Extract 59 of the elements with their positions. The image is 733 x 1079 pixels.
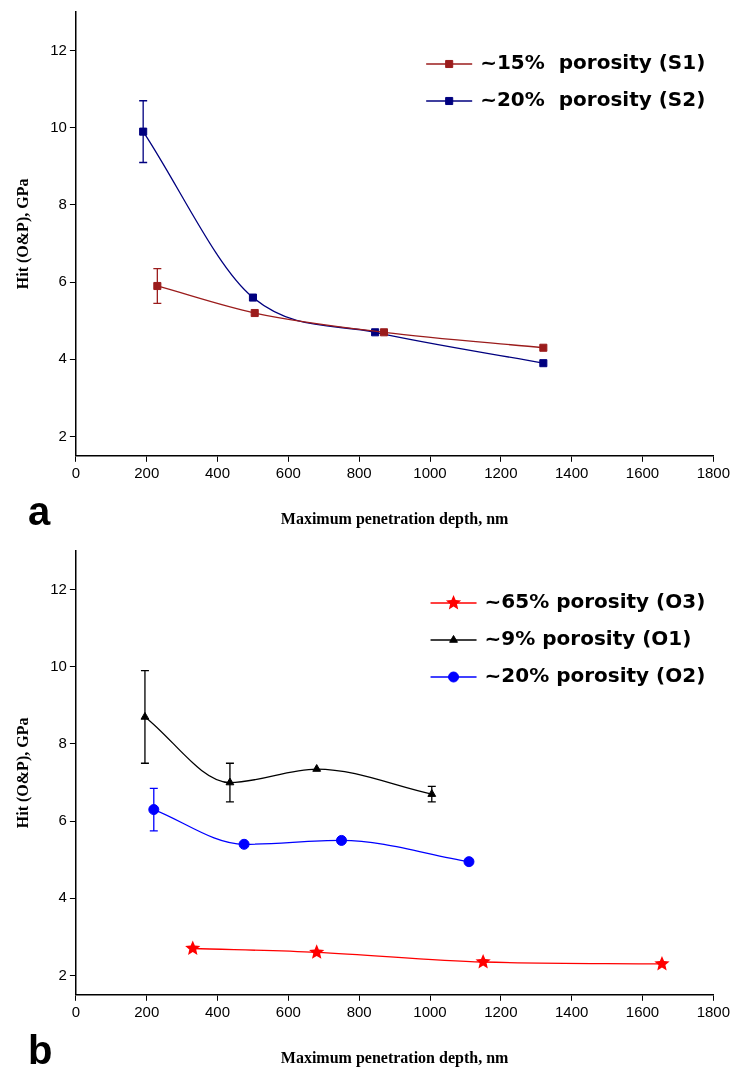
x-tick-label: 800 (346, 1002, 372, 1020)
y-tick-label: 12 (50, 40, 67, 58)
y-tick-label: 12 (50, 579, 67, 597)
x-tick-label: 1800 (696, 463, 730, 481)
x-tick-label: 1000 (413, 463, 447, 481)
y-tick-label: 10 (50, 656, 67, 674)
x-tick-label: 800 (346, 463, 372, 481)
text: b (28, 1028, 53, 1072)
x-tick-label: 1600 (625, 463, 660, 481)
x-axis-title: Maximum penetration depth, nm (280, 509, 510, 528)
y-tick-label: 8 (58, 195, 67, 213)
x-tick-label: 0 (71, 1002, 81, 1020)
point (139, 127, 148, 136)
point (335, 834, 347, 846)
y-tick-label: 4 (58, 888, 67, 906)
point (148, 804, 160, 816)
x-tick-label: 600 (275, 463, 301, 481)
x-tick-label: 0 (71, 463, 81, 481)
x-tick-label: 1000 (413, 1002, 447, 1020)
x-tick-label: 1800 (696, 1002, 730, 1020)
point (539, 359, 548, 368)
x-tick-label: 600 (275, 1002, 301, 1020)
point (185, 940, 201, 955)
point (475, 954, 491, 969)
x-tick-label: 200 (134, 1002, 160, 1020)
point (654, 955, 670, 971)
legend-label: ~15% porosity (S1) (480, 50, 706, 75)
point (309, 944, 325, 959)
point (312, 764, 322, 772)
x-tick-label: 1400 (554, 1002, 589, 1020)
y-tick-label: 6 (58, 811, 67, 829)
legend-label: ~9% porosity (O1) (484, 626, 692, 651)
legend-label: ~65% porosity (O3) (484, 589, 706, 614)
legend-label: ~20% porosity (O2) (484, 663, 706, 688)
point (463, 856, 475, 868)
x-tick-label: 1600 (625, 1002, 660, 1020)
x-tick-label: 1200 (484, 1002, 518, 1020)
point (379, 328, 389, 337)
y-axis-title: Hit (O&P), GPa (13, 717, 32, 829)
point (238, 838, 250, 850)
point (248, 293, 257, 302)
point (153, 281, 162, 291)
point (250, 308, 259, 318)
y-axis-title: Hit (O&P), GPa (13, 178, 32, 290)
x-tick-label: 200 (134, 463, 160, 481)
y-tick-label: 2 (58, 965, 67, 983)
x-axis-title: Maximum penetration depth, nm (280, 1048, 510, 1067)
y-tick-label: 8 (58, 734, 67, 752)
x-tick-label: 400 (205, 1002, 231, 1020)
text: a (28, 489, 51, 533)
x-tick-label: 1400 (554, 463, 589, 481)
legend-label: ~20% porosity (S2) (480, 87, 706, 112)
x-tick-label: 400 (205, 463, 231, 481)
x-tick-label: 1200 (484, 463, 518, 481)
point (539, 343, 548, 352)
y-tick-label: 6 (58, 272, 67, 290)
y-tick-label: 4 (58, 349, 67, 367)
y-tick-label: 10 (50, 117, 67, 135)
y-tick-label: 2 (58, 426, 67, 444)
